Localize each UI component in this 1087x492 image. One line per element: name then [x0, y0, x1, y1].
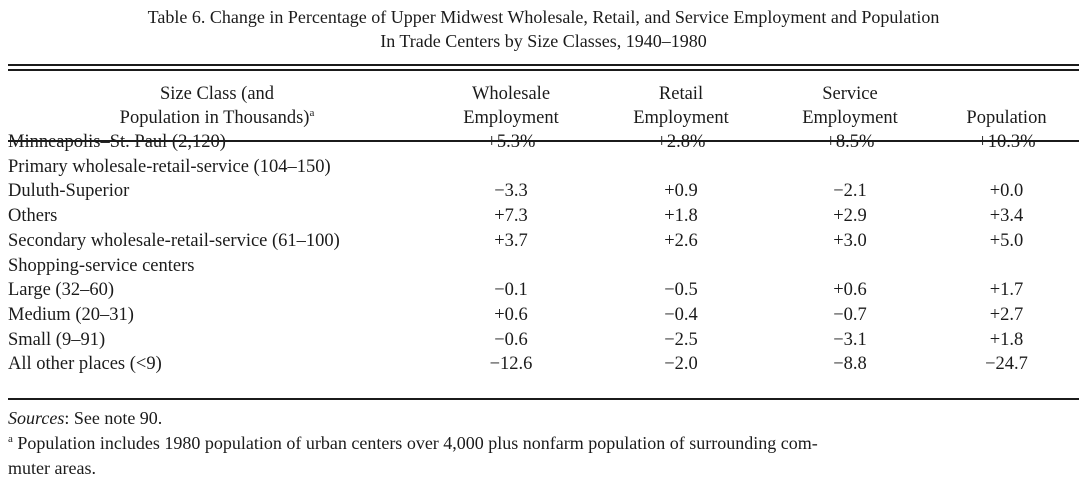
row-label: Others — [8, 206, 58, 227]
table-row: Medium (20–31) +0.6 −0.4 −0.7 +2.7 — [8, 303, 1079, 328]
header-retail-line-2: Employment — [633, 108, 729, 128]
row-label: Minneapolis–St. Paul (2,120) — [8, 132, 226, 152]
table-row: Others +7.3 +1.8 +2.9 +3.4 — [8, 204, 1079, 229]
cell-population: +5.0 — [989, 230, 1024, 251]
cell-retail: +2.6 — [664, 230, 698, 251]
cell-population: +10.3% — [977, 132, 1036, 152]
header-wholesale-line-2: Employment — [463, 108, 559, 128]
header-service-line-2: Employment — [802, 108, 898, 128]
cell-retail: −2.0 — [664, 354, 698, 375]
cell-population: +0.0 — [989, 181, 1024, 202]
table-notes: Sources: See note 90. a Population inclu… — [8, 406, 1079, 481]
table-title-line-2: In Trade Centers by Size Classes, 1940–1… — [380, 31, 707, 51]
cell-wholesale — [426, 155, 596, 180]
row-label: All other places (<9) — [8, 354, 162, 375]
cell-service: +3.0 — [833, 230, 867, 251]
top-rule-lower — [8, 69, 1079, 71]
table-row: Large (32–60) −0.1 −0.5 +0.6 +1.7 — [8, 278, 1079, 303]
cell-service: −8.8 — [833, 354, 867, 375]
cell-population — [934, 155, 1079, 180]
cell-wholesale: −12.6 — [489, 354, 533, 375]
cell-retail — [596, 254, 766, 279]
header-service-line-1: Service — [822, 84, 878, 104]
table-row: All other places (<9) −12.6 −2.0 −8.8 −24.7 — [8, 352, 1079, 377]
table-body: Minneapolis–St. Paul (2,120) +5.3% +2.8% +8… — [8, 130, 1079, 377]
cell-retail: +2.8% — [656, 132, 706, 152]
cell-population — [934, 254, 1079, 279]
sources-label: Sources — [8, 408, 65, 428]
header-population-label: Population — [966, 108, 1047, 128]
table-title-line-1: Table 6. Change in Percentage of Upper M… — [147, 7, 940, 27]
cell-wholesale: −0.1 — [494, 280, 528, 301]
cell-population: −24.7 — [985, 354, 1028, 375]
footnote-line-2: muter areas. — [8, 458, 96, 478]
table-title: Table 6. Change in Percentage of Upper M… — [0, 5, 1087, 53]
footnote-marker: a — [309, 106, 315, 119]
row-label: Small (9–91) — [8, 329, 106, 350]
row-label: Large (32–60) — [8, 280, 114, 301]
cell-service: −3.1 — [833, 329, 867, 350]
cell-population: +2.7 — [989, 304, 1024, 325]
cell-service — [766, 254, 934, 279]
cell-wholesale: −0.6 — [494, 329, 528, 350]
cell-wholesale — [426, 254, 596, 279]
sources-note: Sources: See note 90. — [8, 406, 1079, 431]
footnote-line-1: Population includes 1980 population of u… — [12, 433, 818, 453]
cell-wholesale: −3.3 — [494, 181, 528, 202]
table-row: Minneapolis–St. Paul (2,120) +5.3% +2.8% +8… — [8, 130, 1079, 155]
header-size-class-line-1: Size Class (and — [159, 84, 275, 104]
row-label: Medium (20–31) — [8, 304, 134, 325]
cell-service: +2.9 — [833, 206, 867, 227]
header-wholesale: Wholesale Employment — [426, 78, 596, 130]
cell-population: +3.4 — [989, 206, 1024, 227]
cell-service: +0.6 — [833, 280, 867, 301]
cell-wholesale: +5.3% — [486, 132, 536, 152]
table-row: Duluth-Superior −3.3 +0.9 −2.1 +0.0 — [8, 179, 1079, 204]
cell-retail — [596, 155, 766, 180]
header-retail-line-1: Retail — [658, 84, 704, 104]
data-table: Size Class (and Population in Thousands)… — [8, 78, 1079, 377]
table-row: Secondary wholesale-retail-service (61–1… — [8, 229, 1079, 254]
header-population: Population — [934, 78, 1079, 130]
cell-retail: −0.4 — [664, 304, 698, 325]
row-label: Shopping-service centers — [8, 255, 195, 276]
cell-service: +8.5% — [825, 132, 875, 152]
cell-wholesale: +3.7 — [494, 230, 528, 251]
cell-wholesale: +7.3 — [494, 206, 528, 227]
footnote-marker: a — [8, 433, 13, 445]
cell-population: +1.8 — [989, 329, 1024, 350]
header-row: Size Class (and Population in Thousands)… — [8, 78, 1079, 130]
cell-retail: +1.8 — [664, 206, 698, 227]
top-rule-upper — [8, 64, 1079, 66]
header-rule — [8, 140, 1079, 142]
table-row: Small (9–91) −0.6 −2.5 −3.1 +1.8 — [8, 328, 1079, 353]
cell-service: −0.7 — [833, 304, 867, 325]
row-label: Duluth-Superior — [8, 181, 130, 202]
header-size-class-line-2: Population in Thousands) — [119, 108, 310, 128]
header-wholesale-line-1: Wholesale — [471, 84, 551, 104]
header-size-class: Size Class (and Population in Thousands)… — [8, 78, 426, 130]
bottom-rule — [8, 398, 1079, 400]
cell-retail: −0.5 — [664, 280, 698, 301]
cell-retail: +0.9 — [664, 181, 698, 202]
cell-service — [766, 155, 934, 180]
row-label: Primary wholesale-retail-service (104–15… — [8, 156, 331, 177]
row-label: Secondary wholesale-retail-service (61–1… — [8, 230, 340, 251]
table-row: Primary wholesale-retail-service (104–15… — [8, 155, 1079, 180]
cell-population: +1.7 — [989, 280, 1024, 301]
cell-wholesale: +0.6 — [494, 304, 528, 325]
header-service: Service Employment — [766, 78, 934, 130]
sources-text: : See note 90. — [64, 408, 163, 428]
header-retail: Retail Employment — [596, 78, 766, 130]
table-row: Shopping-service centers — [8, 254, 1079, 279]
cell-retail: −2.5 — [664, 329, 698, 350]
cell-service: −2.1 — [833, 181, 867, 202]
footnote: a Population includes 1980 population of… — [8, 431, 1079, 456]
